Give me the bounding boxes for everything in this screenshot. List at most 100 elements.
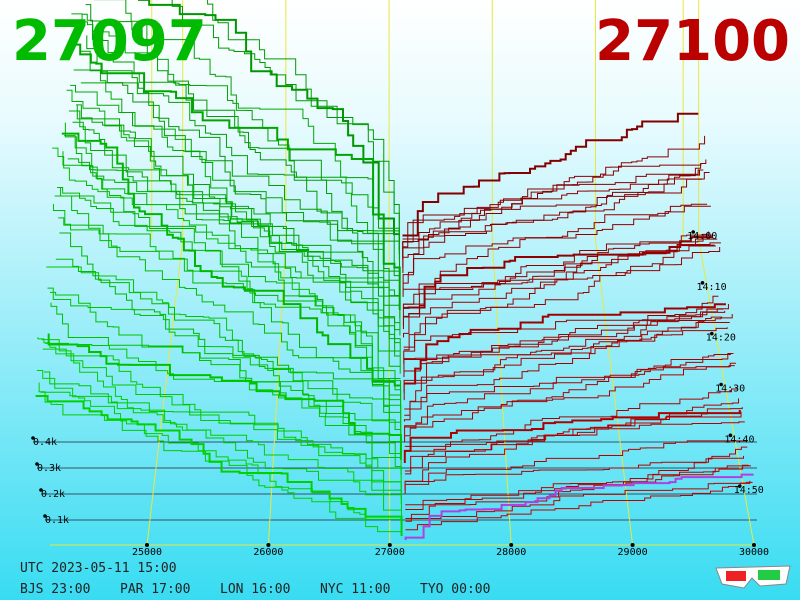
ask-price: 27100 [595,9,790,74]
ask-depth-line [403,242,721,360]
ask-depth-line [403,314,733,422]
volume-label: 0.1k [45,515,69,526]
price-label: 26000 [253,547,283,558]
ask-depth-line [403,316,723,364]
depth-scene: 0.1k 0.2k 0.3k 0.4k 25000 26000 27000 28000 2900… [31,0,769,558]
time-label: 14:50 [734,485,764,496]
ask-depth-line [404,407,743,475]
ask-depth-line [403,304,729,401]
ask-depth-line [403,236,713,309]
ask-depth-line [404,387,738,447]
bid-depth-line [46,266,402,475]
volume-dot [35,462,39,466]
bid-depth-line [93,0,401,290]
time-label: 14:00 [687,231,717,242]
ask-depth-line [404,440,747,494]
ask-depth-line [402,203,708,284]
glasses-icon [715,565,791,589]
price-label: 28000 [496,547,526,558]
ask-depth-line [402,178,703,258]
bid-depth-line [85,4,400,250]
ask-depth-line [404,421,745,491]
bid-depth-line [47,287,402,469]
bid-depth-line [207,0,400,260]
price-tick [752,543,756,547]
ask-depth-line [405,446,748,506]
grid-line [698,0,755,546]
bid-depth-line [54,195,402,428]
volume-dot [43,514,47,518]
ask-depth-line [403,295,719,348]
bid-price: 27097 [12,9,207,74]
bid-depth-line [137,0,400,236]
lens-green [758,570,780,580]
price-label: 29000 [618,547,648,558]
bid-depth-line [45,342,402,483]
grid-line [146,0,184,546]
time-label: 14:40 [724,434,754,445]
time-tick [737,484,742,488]
time-tick [719,382,723,387]
ask-depth-line [402,171,710,297]
time-tick [728,433,733,438]
volume-dot [39,488,43,492]
ask-depth-line [404,352,734,428]
bid-depth-line [41,339,402,504]
zone-clock: BJS 23:00 [20,582,90,597]
bid-depth-line [52,203,402,436]
back-frame [151,0,684,240]
bid-depth-line [171,0,400,254]
grid-line [267,0,287,546]
price-tick [509,543,514,547]
bid-depth-line [37,337,402,525]
bid-depth-line [64,135,401,374]
price-label: 25000 [132,547,162,558]
bid-depth-line [59,232,401,401]
utc-clock: UTC 2023-05-11 15:00 [20,561,177,576]
bid-depth-line [86,35,400,242]
bid-depth-line [76,105,400,297]
bid-depth-line [35,394,403,536]
ask-depth-line [405,455,745,482]
bid-depth-line [68,110,400,344]
zone-clock: LON 16:00 [220,582,290,597]
bid-depth-line [81,13,400,272]
ask-depth-line [402,244,715,326]
bid-depth-line [55,258,401,423]
time-label: 14:30 [715,384,745,395]
bid-depth-line [76,104,400,306]
grid-line [594,0,634,546]
time-tick [691,230,695,234]
ask-depth-line [403,410,741,463]
volume-label: 0.2k [41,489,65,500]
ask-depth-line [404,362,736,443]
time-tick [700,281,705,285]
ask-depth-line [403,327,728,393]
time-tick [710,331,714,336]
volume-label: 0.3k [37,463,61,474]
bid-depth-line [79,50,400,284]
zone-clock: NYC 11:00 [320,582,390,597]
volume-label: 0.4k [33,437,57,448]
ask-depth-line [403,247,721,351]
ask-depth-line [404,353,731,416]
ask-depth-line [402,112,699,237]
bid-depth-line [52,147,401,442]
bid-depth-line [36,369,402,533]
ask-depth-line [404,365,735,437]
grid-line [491,0,512,546]
ask-depth-line [405,464,750,510]
ask-depth-line [404,473,754,541]
volume-dot [31,436,35,440]
bid-depth-line [49,291,401,459]
time-label: 14:20 [706,333,736,344]
price-tick [145,543,149,547]
bid-depth-line [58,217,402,409]
ask-depth-line [402,169,704,260]
ask-depth-line [404,303,726,385]
ask-depth-line [402,245,716,330]
time-label: 14:10 [697,282,727,293]
ask-depth-line [405,465,752,522]
price-label: 30000 [739,547,769,558]
